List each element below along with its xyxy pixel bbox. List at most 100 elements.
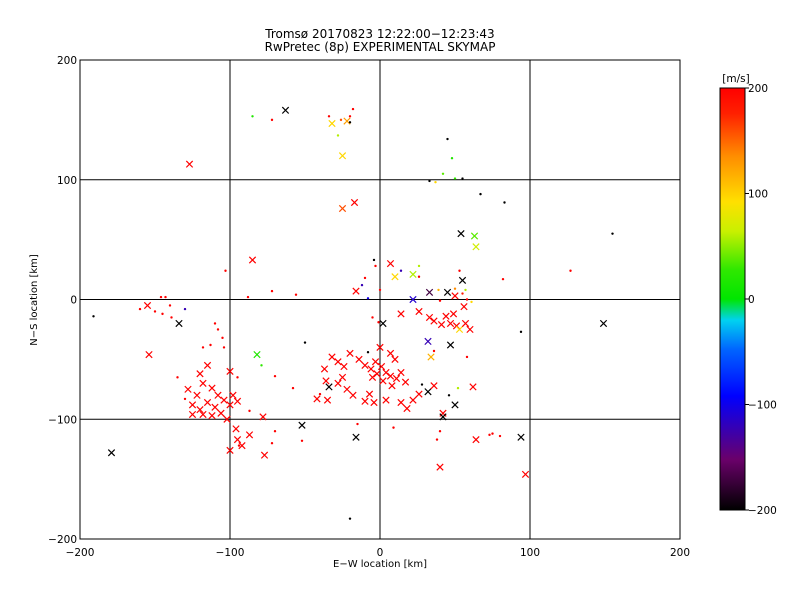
meteor-echo-dot [470,300,473,304]
x-tick-label: 100 [520,547,540,559]
meteor-echo-x [469,383,477,391]
meteor-echo-x [460,303,468,311]
meteor-echo-dot [458,269,461,272]
meteor-echo-x [340,362,348,371]
meteor-echo-dot [366,297,370,300]
meteor-echo-dot [453,177,457,180]
meteor-echo-x [259,413,267,421]
meteor-echo-x [392,374,401,383]
meteor-echo-x [298,421,306,429]
meteor-echo-x [472,243,480,251]
meteor-echo-x [391,273,399,281]
meteor-echo-x [233,397,242,405]
meteor-echo-dot [461,292,464,295]
meteor-echo-dot [237,444,241,447]
meteor-echo-dot [465,355,469,359]
meteor-echo-x [466,325,474,334]
meteor-echo-x [425,313,434,322]
meteor-echo-dot [438,430,442,433]
meteor-echo-x [451,401,459,409]
meteor-echo-dot [318,392,322,396]
meteor-echo-dot [236,376,239,379]
colorbar-label: [m/s] [722,73,749,85]
meteor-echo-dot [270,118,274,122]
chart-title: Tromsø 20170823 12:22:00−12:23:43 [264,27,494,41]
meteor-echo-x [184,385,192,393]
meteor-echo-x [458,276,467,284]
meteor-echo-dot [465,298,469,301]
meteor-echo-dot [372,258,376,262]
meteor-echo-dot [441,172,445,175]
meteor-echo-dot [260,364,263,367]
grid-lines [80,60,680,539]
meteor-echo-x [323,396,332,404]
meteor-echo-x [334,358,342,366]
meteor-echo-x [443,288,452,296]
meteor-echo-dot [153,310,157,313]
meteor-echo-x [457,230,465,238]
meteor-echo-x [386,349,395,358]
meteor-echo-x [232,425,240,433]
meteor-echo-dot [374,264,377,268]
meteor-echo-x [229,391,237,399]
meteor-echo-x [451,292,459,300]
y-tick-label: 100 [57,175,77,187]
meteor-echo-dot [351,107,355,111]
meteor-echo-dot [461,177,464,180]
meteor-echo-dot [464,288,467,292]
y-tick-label: 0 [70,295,77,307]
meteor-echo-x [253,350,261,359]
meteor-echo-x [334,379,342,387]
meteor-echo-dot [491,432,494,435]
meteor-echo-x [238,441,246,450]
meteor-echo-dot [291,386,295,390]
meteor-echo-dot [248,409,251,413]
colorbar-tick-label: 0 [748,294,755,306]
meteor-echo-x [439,413,447,421]
meteor-echo-dot [569,269,572,272]
meteor-echo-x [343,117,351,125]
meteor-echo-dot [456,386,460,390]
meteor-echo-dot [446,137,449,141]
meteor-echo-dot [201,346,205,349]
meteor-echo-dot [303,341,307,344]
meteor-echo-x [145,350,153,359]
meteor-echo-x [217,409,225,417]
meteor-echo-x [517,433,525,441]
meteor-echo-x [455,325,464,334]
meteor-echo-x [196,370,204,378]
colorbar-tick-label: −200 [748,505,777,517]
meteor-echo-dot [479,192,482,196]
meteor-echo-x [346,349,354,358]
meteor-echo-dot [501,277,505,281]
meteor-echo-dot [273,374,277,378]
meteor-echo-x [521,470,530,478]
meteor-echo-x [322,377,330,385]
meteor-echo-x [208,384,216,392]
meteor-echo-dot [378,288,382,292]
meteor-echo-x [368,373,377,381]
meteor-echo-x [349,391,357,399]
meteor-echo-dot [213,322,217,325]
meteor-echo-x [397,398,405,407]
meteor-echo-dot [435,438,439,441]
meteor-echo-x [472,435,480,444]
meteor-echo-x [415,390,423,398]
meteor-echo-x [352,433,360,441]
meteor-echo-x [223,415,231,423]
meteor-echo-x [260,451,269,459]
meteor-echo-x [409,295,417,304]
meteor-echo-dot [438,299,442,302]
meteor-echo-x [203,361,212,369]
meteor-echo-x [439,409,447,417]
data-points [92,106,614,520]
meteor-echo-dot [224,269,227,272]
meteor-echo-x [397,310,405,318]
y-axis-title: N−S location [km] [29,254,40,346]
meteor-echo-x [320,365,329,373]
meteor-echo-x [409,270,417,278]
meteor-echo-x [343,385,351,393]
colorbar-ticks: 200 100 0 −100 −200 [745,83,777,517]
meteor-echo-x [382,396,390,404]
